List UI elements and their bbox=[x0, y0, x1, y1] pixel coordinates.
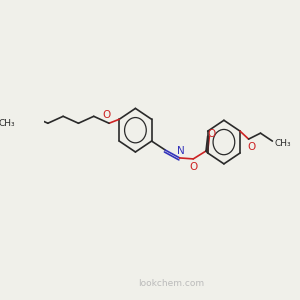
Text: lookchem.com: lookchem.com bbox=[138, 279, 204, 288]
Text: N: N bbox=[177, 146, 184, 156]
Text: O: O bbox=[189, 162, 197, 172]
Text: O: O bbox=[247, 142, 255, 152]
Text: O: O bbox=[208, 129, 216, 139]
Text: O: O bbox=[102, 110, 111, 120]
Text: CH₃: CH₃ bbox=[0, 119, 16, 128]
Text: CH₃: CH₃ bbox=[274, 139, 291, 148]
